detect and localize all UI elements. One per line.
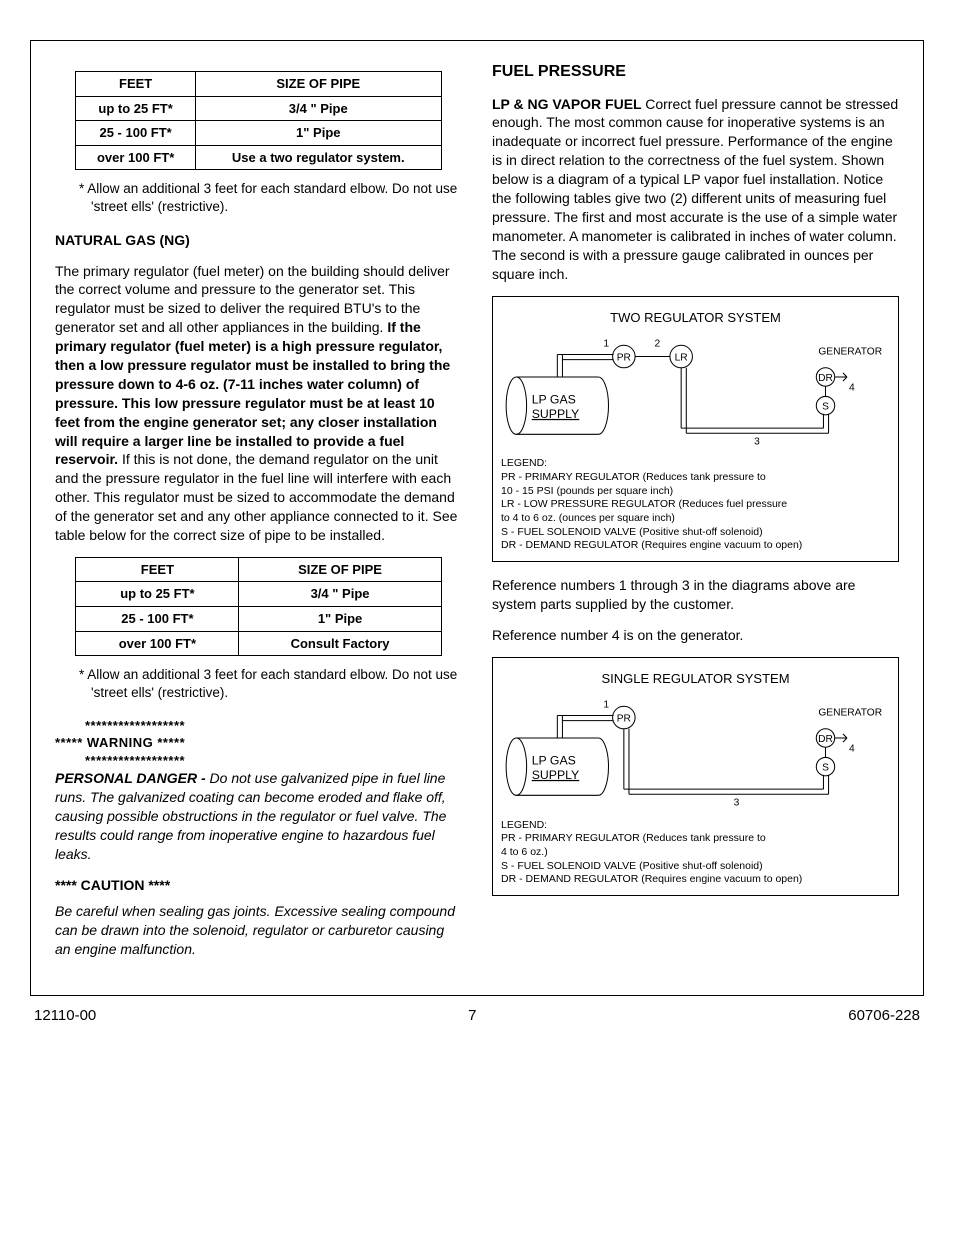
- diagram-single-regulator: SINGLE REGULATOR SYSTEM LP GAS SUPPLY PR…: [492, 657, 899, 896]
- d2-leg-0: PR - PRIMARY REGULATOR (Reduces tank pre…: [501, 832, 890, 846]
- footnote-1: * Allow an additional 3 feet for each st…: [79, 180, 462, 216]
- d1-leg-2: LR - LOW PRESSURE REGULATOR (Reduces fue…: [501, 498, 890, 512]
- t1-h2: SIZE OF PIPE: [195, 72, 441, 97]
- d2-svg: LP GAS SUPPLY PR 1 3: [501, 695, 890, 808]
- d1-pr: PR: [617, 353, 631, 364]
- d1-svg: LP GAS SUPPLY PR 1 LR 2: [501, 334, 890, 447]
- t1-h1: FEET: [76, 72, 196, 97]
- fuel-paragraph: LP & NG VAPOR FUEL Correct fuel pressure…: [492, 95, 899, 284]
- t2-r1c0: 25 - 100 FT*: [76, 606, 239, 631]
- d1-lp1: LP GAS: [532, 393, 576, 407]
- d1-leg-0: PR - PRIMARY REGULATOR (Reduces tank pre…: [501, 471, 890, 485]
- d1-leg-4: S - FUEL SOLENOID VALVE (Positive shut-o…: [501, 526, 890, 540]
- t2-h1: FEET: [76, 557, 239, 582]
- d2-lp1: LP GAS: [532, 754, 576, 768]
- right-column: FUEL PRESSURE LP & NG VAPOR FUEL Correct…: [492, 61, 899, 971]
- d2-leg-1: 4 to 6 oz.): [501, 846, 890, 860]
- t2-r2c1: Consult Factory: [239, 631, 441, 656]
- d2-n3: 3: [734, 798, 740, 808]
- t1-r2c0: over 100 FT*: [76, 145, 196, 170]
- d2-s: S: [822, 763, 829, 774]
- d1-dr: DR: [818, 373, 833, 384]
- d1-lp2: SUPPLY: [532, 407, 580, 421]
- d1-s: S: [822, 402, 829, 413]
- d2-gen: GENERATOR: [818, 708, 882, 719]
- t2-r1c1: 1" Pipe: [239, 606, 441, 631]
- footnote-2: * Allow an additional 3 feet for each st…: [79, 666, 462, 702]
- t2-r0c1: 3/4 " Pipe: [239, 582, 441, 607]
- left-column: FEET SIZE OF PIPE up to 25 FT*3/4 " Pipe…: [55, 61, 462, 971]
- d1-n2: 2: [655, 338, 661, 349]
- t1-r0c1: 3/4 " Pipe: [195, 96, 441, 121]
- ng-bold: If the primary regulator (fuel meter) is…: [55, 319, 450, 467]
- fuel-pressure-title: FUEL PRESSURE: [492, 61, 899, 83]
- pipe-table-1: FEET SIZE OF PIPE up to 25 FT*3/4 " Pipe…: [75, 71, 441, 170]
- d1-leg-3: to 4 to 6 oz. (ounces per square inch): [501, 512, 890, 526]
- ng-heading: NATURAL GAS (NG): [55, 231, 462, 250]
- d1-n4: 4: [849, 382, 855, 393]
- warning-block: ****************** ***** WARNING ***** *…: [55, 717, 462, 770]
- page-frame: FEET SIZE OF PIPE up to 25 FT*3/4 " Pipe…: [30, 40, 924, 996]
- t2-r0c0: up to 25 FT*: [76, 582, 239, 607]
- t1-r0c0: up to 25 FT*: [76, 96, 196, 121]
- footer-center: 7: [468, 1006, 476, 1026]
- d2-legend-title: LEGEND:: [501, 819, 890, 833]
- footer-left: 12110-00: [34, 1006, 96, 1026]
- pipe-table-2: FEET SIZE OF PIPE up to 25 FT*3/4 " Pipe…: [75, 557, 441, 656]
- d1-leg-1: 10 - 15 PSI (pounds per square inch): [501, 485, 890, 499]
- d2-leg-2: S - FUEL SOLENOID VALVE (Positive shut-o…: [501, 860, 890, 874]
- t2-r2c0: over 100 FT*: [76, 631, 239, 656]
- d2-legend: LEGEND: PR - PRIMARY REGULATOR (Reduces …: [501, 819, 890, 887]
- t1-r1c0: 25 - 100 FT*: [76, 121, 196, 146]
- d1-legend: LEGEND: PR - PRIMARY REGULATOR (Reduces …: [501, 457, 890, 552]
- danger-lead: PERSONAL DANGER -: [55, 770, 210, 786]
- d2-leg-3: DR - DEMAND REGULATOR (Requires engine v…: [501, 873, 890, 887]
- d1-legend-title: LEGEND:: [501, 457, 890, 471]
- d2-n4: 4: [849, 743, 855, 754]
- d2-lp2: SUPPLY: [532, 768, 580, 782]
- warn-stars-top: ******************: [85, 717, 462, 735]
- d1-n3: 3: [754, 437, 760, 447]
- d2-dr: DR: [818, 734, 833, 745]
- t1-r2c1: Use a two regulator system.: [195, 145, 441, 170]
- d2-pr: PR: [617, 714, 631, 725]
- warn-stars-bot: ******************: [85, 752, 462, 770]
- diagram-two-regulator: TWO REGULATOR SYSTEM LP GAS SUPPLY: [492, 296, 899, 562]
- d2-title: SINGLE REGULATOR SYSTEM: [501, 670, 890, 688]
- d1-lr: LR: [675, 353, 688, 364]
- ref-para-1: Reference numbers 1 through 3 in the dia…: [492, 576, 899, 614]
- caution-line: **** CAUTION ****: [55, 876, 462, 895]
- footer-right: 60706-228: [848, 1006, 920, 1026]
- warn-line: ***** WARNING *****: [55, 734, 462, 752]
- page-footer: 12110-00 7 60706-228: [30, 1006, 924, 1026]
- t2-h2: SIZE OF PIPE: [239, 557, 441, 582]
- d1-gen: GENERATOR: [818, 347, 882, 358]
- fuel-body: Correct fuel pressure cannot be stressed…: [492, 96, 898, 282]
- d1-n1: 1: [603, 338, 609, 349]
- d2-n1: 1: [603, 699, 609, 710]
- ref-para-2: Reference number 4 is on the generator.: [492, 626, 899, 645]
- d1-title: TWO REGULATOR SYSTEM: [501, 309, 890, 327]
- danger-paragraph: PERSONAL DANGER - Do not use galvanized …: [55, 769, 462, 863]
- d1-leg-5: DR - DEMAND REGULATOR (Requires engine v…: [501, 539, 890, 553]
- t1-r1c1: 1" Pipe: [195, 121, 441, 146]
- caution-body: Be careful when sealing gas joints. Exce…: [55, 902, 462, 959]
- fuel-lead: LP & NG VAPOR FUEL: [492, 96, 645, 112]
- ng-paragraph: The primary regulator (fuel meter) on th…: [55, 262, 462, 545]
- two-column-layout: FEET SIZE OF PIPE up to 25 FT*3/4 " Pipe…: [55, 61, 899, 971]
